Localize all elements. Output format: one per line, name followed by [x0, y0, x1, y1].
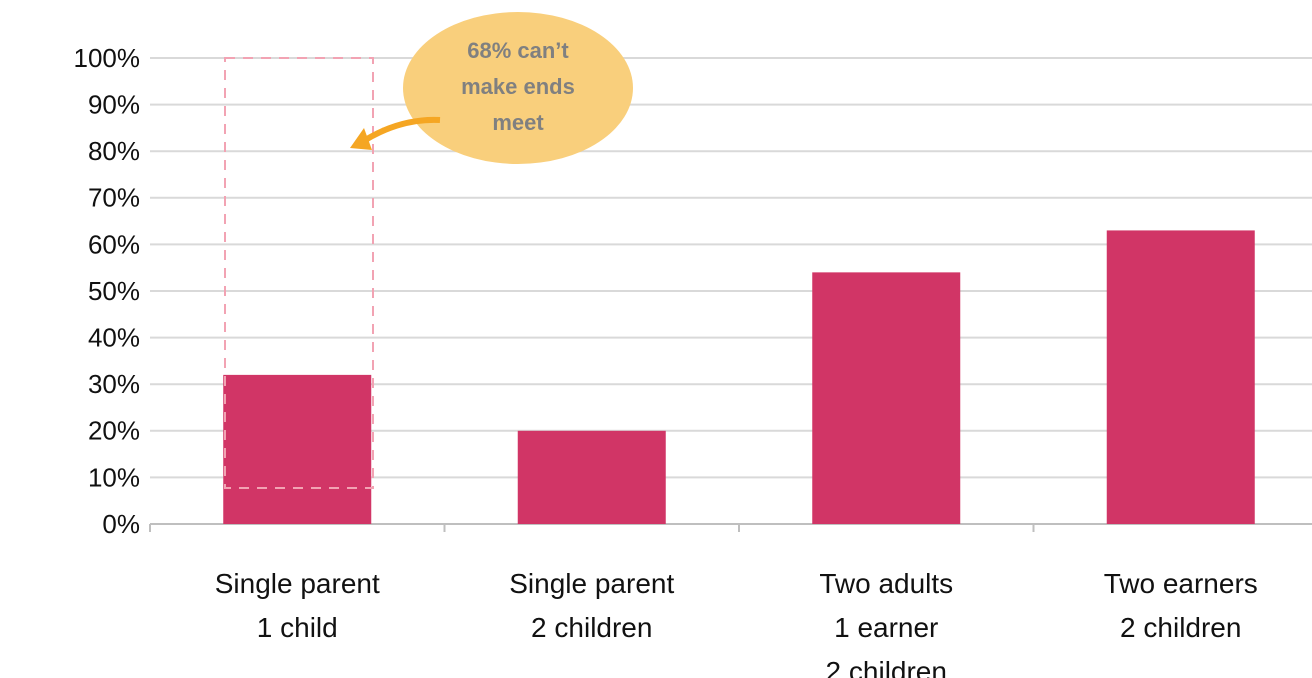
bar: [223, 374, 372, 524]
y-tick-label: 100%: [74, 43, 141, 73]
y-tick-label: 70%: [88, 183, 140, 213]
callout-arrow: [360, 116, 441, 145]
y-tick-label: 50%: [88, 276, 140, 306]
bar: [812, 272, 961, 524]
y-tick-label: 40%: [88, 322, 140, 352]
y-tick-label: 60%: [88, 229, 140, 259]
callout-arrowhead: [350, 128, 372, 150]
bar: [1106, 230, 1255, 525]
x-tick-label: Two adults 1 earner 2 children: [819, 568, 953, 678]
bar: [517, 430, 666, 524]
bars: [223, 230, 1255, 525]
y-tick-label: 90%: [88, 89, 140, 119]
y-tick-label: 20%: [88, 416, 140, 446]
x-tick-label: Two earners 2 children: [1104, 568, 1258, 643]
y-tick-label: 0%: [102, 509, 140, 539]
callout-bubble: [403, 12, 633, 164]
x-tick-label: Single parent 1 child: [215, 568, 380, 643]
labels: 0% 10% 20% 30% 40% 50% 60% 70% 80% 90% 100% Single …: [74, 43, 1258, 678]
y-tick-label: 30%: [88, 369, 140, 399]
annotation: 68% can’t make ends meet: [461, 38, 575, 135]
y-tick-label: 10%: [88, 462, 140, 492]
highlight-box: [224, 57, 374, 489]
y-tick-label: 80%: [88, 136, 140, 166]
x-tick-label: Single parent 2 children: [509, 568, 674, 643]
